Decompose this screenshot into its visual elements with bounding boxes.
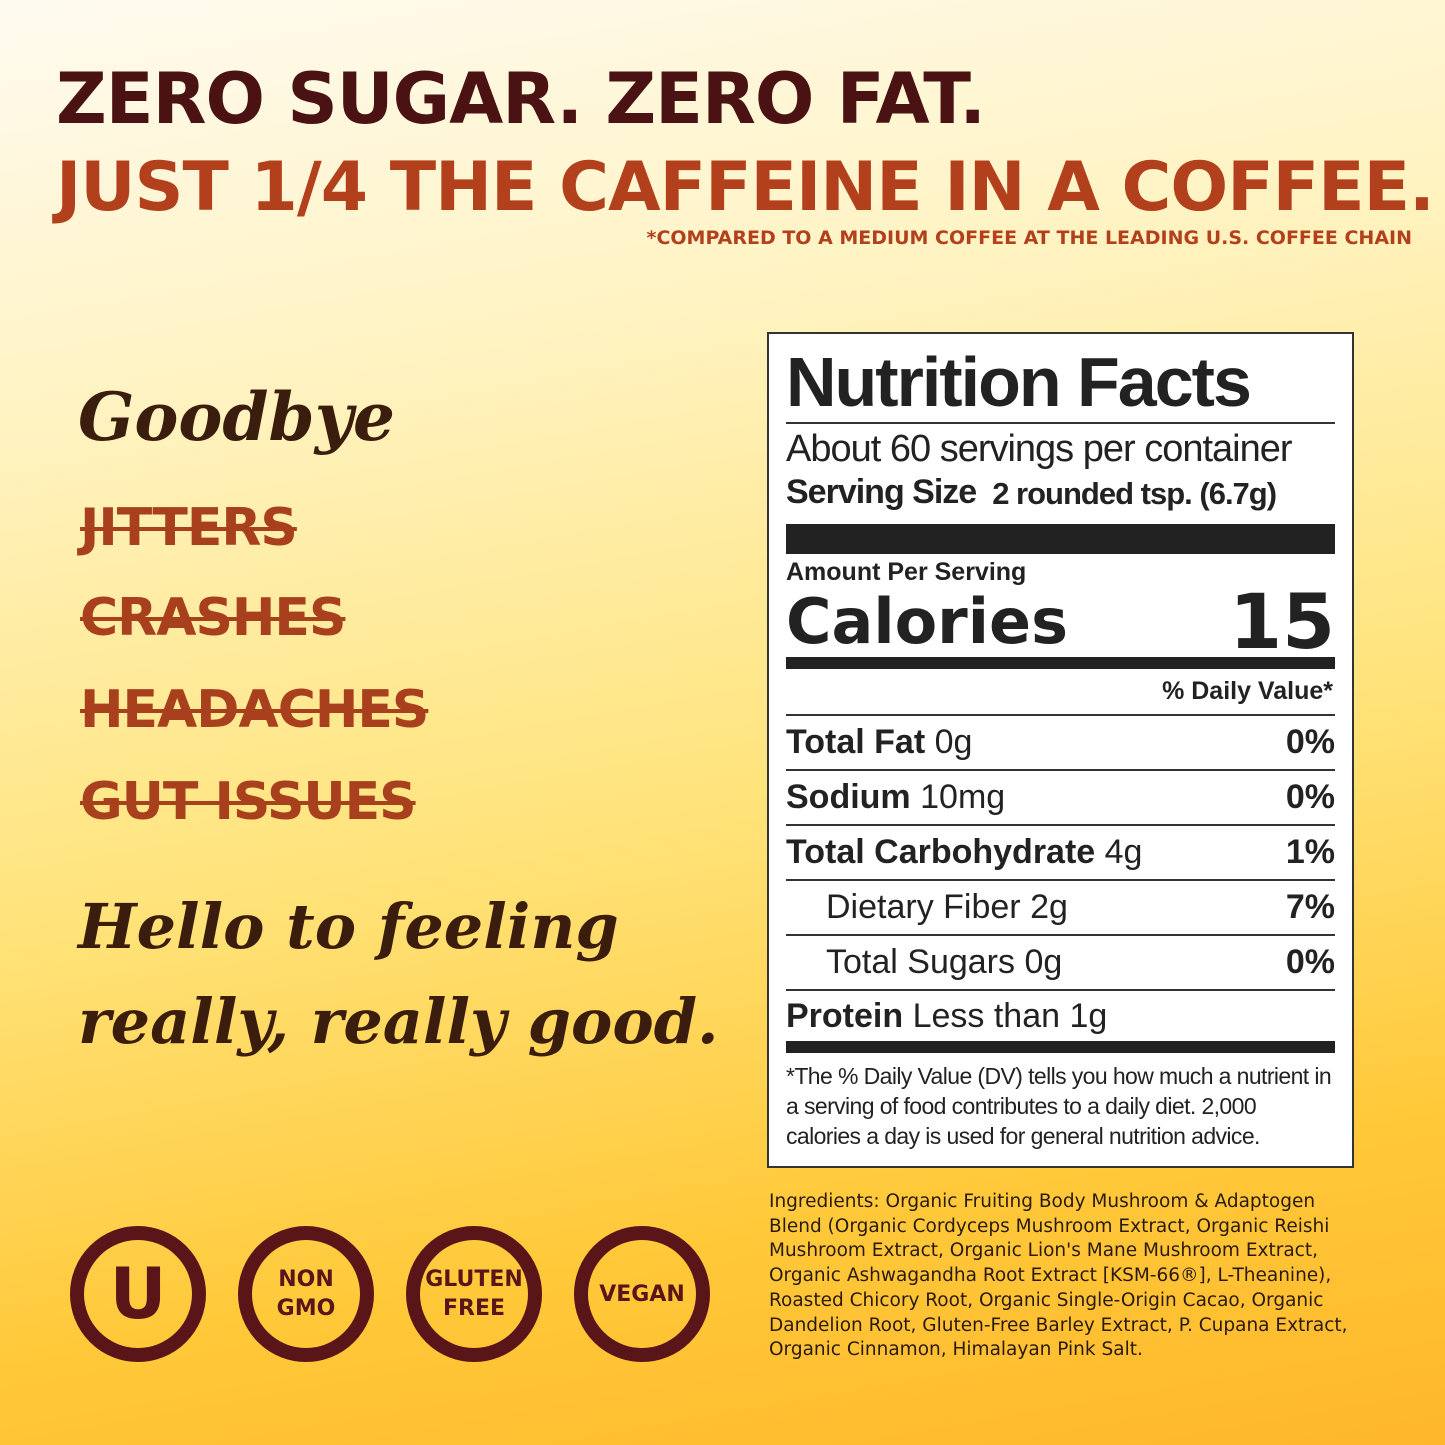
vegan-badge-icon: VEGAN [574,1226,710,1362]
nutrient-name: Dietary Fiber [826,888,1021,926]
servings: About 60 servings per container [786,428,1293,470]
nutrient-dv: 0% [1285,778,1335,816]
badge-label: VEGAN [599,1281,685,1307]
nutrient-dv: 1% [1285,833,1335,871]
nutrition-facts-panel: Nutrition Facts About 60 servings per co… [767,332,1354,1168]
struck-gut-issues: GUT ISSUES [80,772,417,832]
nutrient-amount: 4g [1104,833,1143,871]
nutrition-footnote: *The % Daily Value (DV) tells you how mu… [786,1063,1332,1149]
nutrient-amount: 2g [1030,888,1068,926]
headline-footnote: *COMPARED TO A MEDIUM COFFEE AT THE LEAD… [646,227,1412,249]
nutrient-name: Total Carbohydrate [786,833,1096,871]
nutrient-amount: 0g [934,723,973,761]
serving-size-label: Serving Size [786,473,977,511]
kosher-badge-icon: U [70,1226,206,1362]
nutrition-title: Nutrition Facts [786,342,1335,424]
nutrient-name: Sodium [786,778,911,816]
gluten-free-badge-icon: GLUTEN FREE [406,1226,542,1362]
nutrient-dv: 0% [1285,723,1335,761]
badge-label: GLUTEN FREE [425,1267,523,1321]
badge-label: U [109,1253,167,1335]
nutrient-dv: 0% [1285,943,1335,981]
nutrient-name: Protein [786,996,904,1035]
nutrient-row: Dietary Fiber 2g 7% [786,881,1335,936]
calories-value: 15 [1229,577,1335,666]
calories-label: Calories [786,585,1068,658]
nutrient-row: Protein Less than 1g [786,991,1335,1053]
goodbye-heading: Goodbye [78,378,396,456]
nutrient-name: Total Sugars [826,943,1015,981]
non-gmo-badge-icon: NON GMO [238,1226,374,1362]
nutrient-row: Sodium 10mg 0% [786,771,1335,826]
serving-size-value: 2 rounded tsp. (6.7g) [992,476,1277,511]
nutrient-amount: 0g [1024,943,1063,981]
ingredients-text: Ingredients: Organic Fruiting Body Mushr… [769,1191,1348,1361]
nutrient-amount: Less than 1g [912,996,1108,1035]
headline-line1: ZERO SUGAR. ZERO FAT. [56,58,986,140]
dv-header: % Daily Value* [786,669,1335,716]
hello-line1: Hello to feeling [78,890,619,963]
nutrient-name: Total Fat [786,723,926,761]
struck-crashes: CRASHES [80,588,346,648]
badge-label: NON GMO [276,1267,336,1321]
nutrient-row: Total Sugars 0g 0% [786,936,1335,991]
struck-jitters: JITTERS [80,498,298,558]
nutrient-dv: 7% [1285,888,1335,926]
hello-line2: really, really good. [78,985,719,1058]
struck-headaches: HEADACHES [80,680,429,740]
nutrient-row: Total Fat 0g 0% [786,716,1335,771]
nutrient-amount: 10mg [920,778,1006,816]
amount-per-serving: Amount Per Serving [786,558,1027,586]
nutrient-row: Total Carbohydrate 4g 1% [786,826,1335,881]
headline-line2: JUST 1/4 THE CAFFEINE IN A COFFEE. [56,148,1435,227]
